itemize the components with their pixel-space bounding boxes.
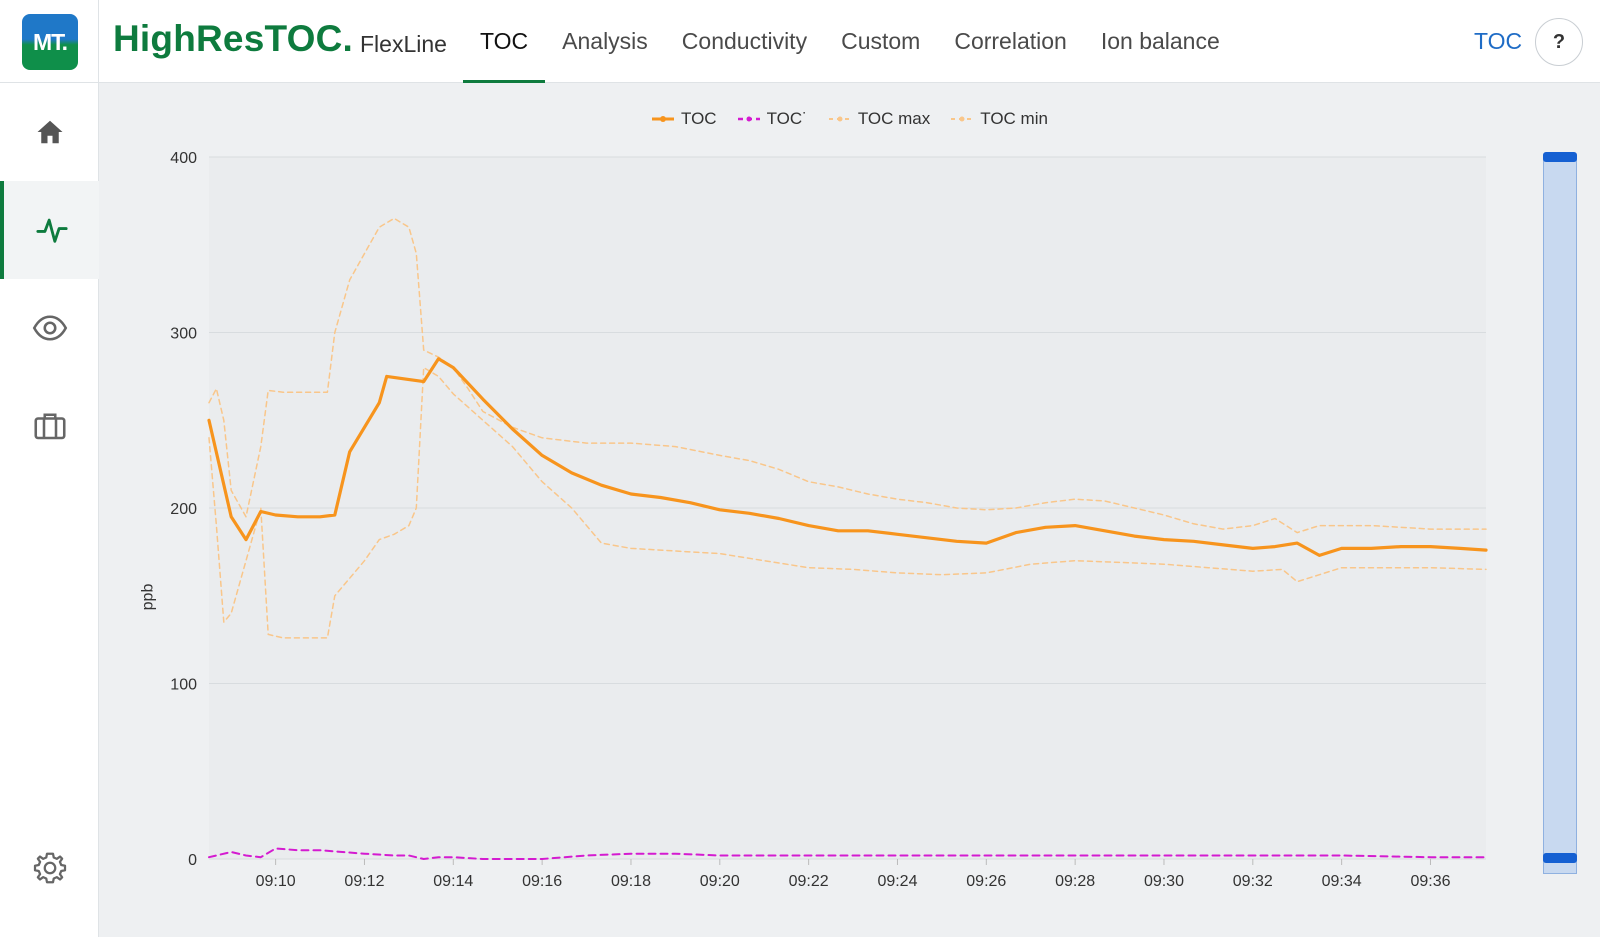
product-name: FlexLine [360, 31, 447, 57]
gear-icon [33, 852, 66, 884]
y-tick-label: 200 [170, 501, 197, 518]
x-tick-label: 09:32 [1233, 873, 1273, 890]
y-tick-label: 400 [170, 150, 197, 167]
zoom-handle-top[interactable] [1543, 152, 1577, 162]
brand-suffix: TOC. [264, 18, 353, 59]
legend-item-toc-dot[interactable]: TOC˙ [737, 109, 808, 129]
x-tick-label: 09:30 [1144, 873, 1184, 890]
app-brand: HighResTOC. [113, 18, 353, 60]
legend-label-toc-max: TOC max [857, 109, 931, 128]
tab-conductivity[interactable]: Conductivity [681, 28, 808, 54]
series-line-toc [207, 357, 1488, 557]
sidebar-item-home[interactable] [0, 83, 99, 181]
legend-label-toc-min: TOC min [980, 109, 1048, 128]
x-tick-label: 09:34 [1322, 873, 1362, 890]
main-nav: TOC Analysis Conductivity Custom Correla… [463, 0, 1237, 83]
help-button[interactable]: ? [1535, 18, 1583, 66]
zoom-handle-bottom[interactable] [1543, 853, 1577, 863]
x-tick-label: 09:26 [966, 873, 1006, 890]
measurement-link[interactable]: TOC [1474, 28, 1523, 54]
brand-prefix: HighRes [113, 18, 265, 59]
sidebar [0, 83, 99, 937]
series-line-toc-dot [208, 847, 1487, 860]
legend-swatch-toc-min [951, 116, 974, 122]
legend-item-toc-max[interactable]: TOC max [828, 109, 930, 129]
home-icon [37, 120, 62, 144]
legend-label-toc-dot: TOC˙ [766, 109, 808, 128]
tab-toc[interactable]: TOC [463, 0, 546, 83]
x-tick-label: 09:24 [877, 873, 917, 890]
tab-ion-balance[interactable]: Ion balance [1100, 28, 1220, 54]
tab-correlation[interactable]: Correlation [954, 28, 1067, 54]
logo-container: MT. [0, 0, 99, 83]
x-tick-label: 09:28 [1055, 873, 1095, 890]
mt-logo[interactable]: MT. [22, 14, 78, 70]
series-line-toc-max [208, 217, 1487, 534]
x-tick-label: 09:14 [433, 873, 473, 890]
top-bar: MT. HighResTOC. FlexLine TOC Analysis Co… [0, 0, 1600, 83]
y-tick-label: 0 [188, 852, 197, 869]
sidebar-item-view[interactable] [0, 279, 99, 377]
tab-analysis[interactable]: Analysis [562, 28, 648, 54]
tab-custom[interactable]: Custom [841, 28, 921, 54]
y-tick-label: 300 [170, 326, 197, 343]
activity-icon [35, 218, 68, 243]
legend-item-toc[interactable]: TOC [651, 109, 717, 129]
y-tick-label: 100 [170, 677, 197, 694]
x-tick-label: 09:16 [522, 873, 562, 890]
briefcase-icon [33, 413, 66, 440]
legend-swatch-toc-max [828, 116, 851, 122]
chart-panel: TOC TOC˙ TOC max TOC min ppb 0 100 200 300 4… [99, 83, 1600, 937]
x-tick-label: 09:22 [789, 873, 829, 890]
legend-item-toc-min[interactable]: TOC min [950, 109, 1048, 129]
legend-label-toc: TOC [681, 109, 717, 128]
x-tick-label: 09:18 [611, 873, 651, 890]
sidebar-item-settings[interactable] [0, 819, 99, 917]
x-tick-label: 09:36 [1410, 873, 1450, 890]
x-tick-label: 09:20 [700, 873, 740, 890]
zoom-scrollbar-track[interactable] [1543, 157, 1577, 874]
legend-swatch-toc [652, 116, 674, 122]
sidebar-item-briefcase[interactable] [0, 377, 99, 475]
x-tick-label: 09:10 [256, 873, 296, 890]
x-tick-label: 09:12 [344, 873, 384, 890]
eye-icon [32, 315, 67, 341]
chart-legend: TOC TOC˙ TOC max TOC min [651, 109, 1048, 129]
toc-chart[interactable]: 0 100 200 300 400 09:10 09:12 09:14 09:16 09:18 09… [99, 83, 1600, 937]
sidebar-item-chart[interactable] [0, 181, 99, 279]
legend-swatch-toc-dot [737, 116, 760, 122]
series-line-toc-min [208, 366, 1487, 639]
